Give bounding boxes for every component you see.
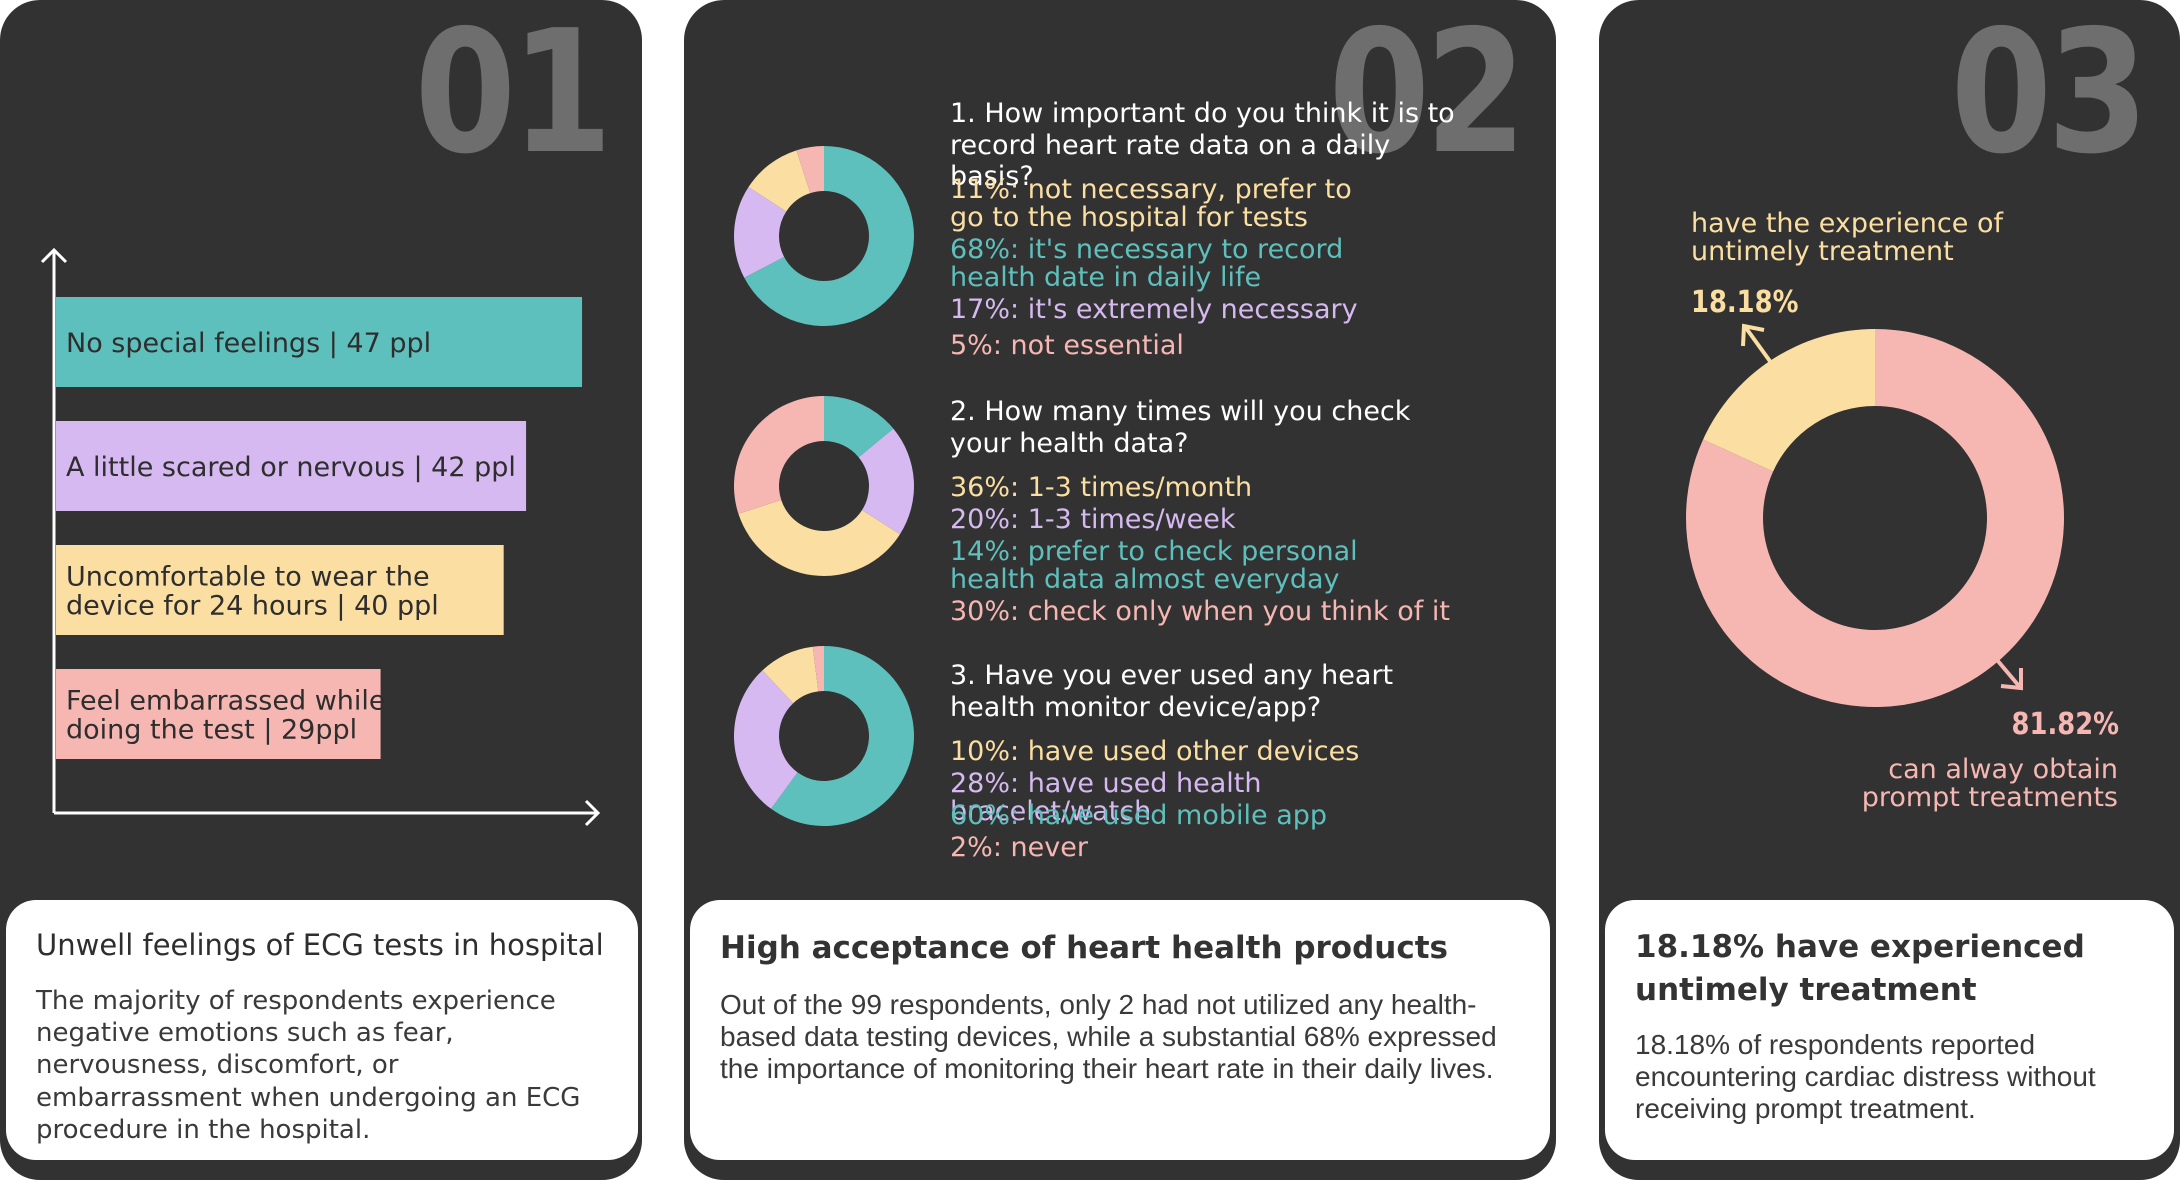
donut-q2-slice-1 [824, 396, 894, 458]
bar-label-3-line1: Uncomfortable to wear the [66, 562, 430, 593]
bar-3 [56, 545, 504, 635]
q3-option-never: 2%: never [950, 832, 1088, 863]
card-body: 18.18% of respondents reported encounter… [1635, 1028, 2096, 1125]
bar-label-4-line2: doing the test | 29ppl [66, 715, 357, 746]
bar-2 [56, 421, 527, 511]
treatment-donut-slice-2 [1703, 329, 1875, 472]
treatment-donut-chart: 18.18% 81.82% [1686, 284, 2119, 742]
donut-q3-slice-2 [734, 670, 798, 809]
label-prompt-line2: prompt treatments [1861, 782, 2118, 814]
card-body: The majority of respondents experience n… [36, 985, 581, 1145]
donut-q2 [734, 396, 914, 576]
donut-q2-slice-3 [738, 499, 900, 576]
card-body: Out of the 99 respondents, only 2 had no… [720, 988, 1497, 1085]
card-title: High acceptance of heart health products [720, 930, 1449, 966]
donut-q3-slice-3 [762, 646, 819, 704]
summary-card: Unwell feelings of ECG tests in hospital… [6, 900, 638, 1160]
q1-option-not-necessary: 11%: not necessary, prefer to go to the … [950, 174, 1352, 234]
panel-number: 02 [1328, 0, 1527, 192]
donut-q1-slice-2 [734, 187, 787, 278]
arrow-prompt [1990, 652, 2023, 691]
q3-option-bracelet: 28%: have used health bracelet/watch [950, 768, 1262, 828]
summary-card: High acceptance of heart health products… [690, 900, 1550, 1160]
q3-option-other-devices: 10%: have used other devices [950, 736, 1360, 767]
donut-q2-slice-4 [734, 396, 824, 514]
q1-option-extremely-necessary: 17%: it's extremely necessary [950, 294, 1358, 325]
donut-q1-slice-1 [744, 146, 914, 326]
x-axis [54, 799, 601, 827]
panel-number: 01 [414, 0, 613, 192]
arrow-untimely [1741, 323, 1774, 366]
panel-ecg-feelings: 01 No special feelings | 47 ppl A little … [0, 0, 642, 1180]
bar-1 [56, 297, 583, 387]
y-axis [40, 247, 68, 813]
q2-option-when-think: 30%: check only when you think of it [950, 596, 1450, 627]
q1-option-necessary: 68%: it's necessary to record health dat… [950, 234, 1344, 294]
label-prompt-line1: can alway obtain [1888, 754, 2118, 785]
pct-prompt: 81.82% [2012, 706, 2119, 741]
label-untimely: have the experience of untimely treatmen… [1691, 208, 2003, 268]
donut-q3 [734, 646, 914, 826]
bar-label-1: No special feelings | 47 ppl [66, 328, 431, 359]
q2-option-everyday: 14%: prefer to check personal health dat… [950, 536, 1358, 596]
donut-q1-slice-3 [748, 150, 811, 212]
bar-label-3-line2: device for 24 hours | 40 ppl [66, 591, 439, 622]
bar-label-2: A little scared or nervous | 42 ppl [66, 452, 516, 483]
card-title-line2: untimely treatment [1635, 972, 1977, 1009]
card-title-line1: 18.18% have experienced [1635, 929, 2085, 965]
summary-card: 18.18% have experienced untimely treatme… [1605, 900, 2174, 1160]
question-2: 2. How many times will you check your he… [950, 396, 1411, 459]
bar-chart: No special feelings | 47 ppl A little sca… [40, 247, 601, 827]
card-title: Unwell feelings of ECG tests in hospital [36, 928, 604, 962]
label-prompt: can alway obtain prompt treatments [1861, 754, 2118, 814]
treatment-donut-slice-1 [1686, 329, 2064, 707]
q1-option-not-essential: 5%: not essential [950, 330, 1184, 361]
bar-4 [56, 669, 381, 759]
donut-q3-slice-4 [812, 646, 824, 692]
card-title: 18.18% have experienced untimely treatme… [1635, 926, 2144, 1013]
pct-untimely: 18.18% [1691, 284, 1798, 319]
panel-product-acceptance: 02 1. How important do you think it is t… [684, 0, 1556, 1180]
label-untimely-line1: have the experience of [1691, 208, 2003, 239]
bar-label-4-line1: Feel embarrassed while [66, 686, 386, 717]
panel-number: 03 [1950, 0, 2149, 192]
donut-q1-slice-4 [796, 146, 824, 194]
q2-option-monthly: 36%: 1-3 times/month [950, 472, 1253, 503]
panel-treatment: 03 have the experience of untimely treat… [1599, 0, 2180, 1180]
donut-q3-slice-1 [771, 646, 914, 826]
q3-option-mobile-app: 60%: have used mobile app [950, 800, 1328, 831]
donut-q2-slice-2 [858, 428, 914, 535]
donut-q1 [734, 146, 914, 326]
q2-option-weekly: 20%: 1-3 times/week [950, 504, 1236, 535]
question-1: 1. How important do you think it is to r… [950, 98, 1455, 193]
label-untimely-line2: untimely treatment [1691, 236, 1954, 268]
question-3: 3. Have you ever used any heart health m… [950, 660, 1394, 723]
